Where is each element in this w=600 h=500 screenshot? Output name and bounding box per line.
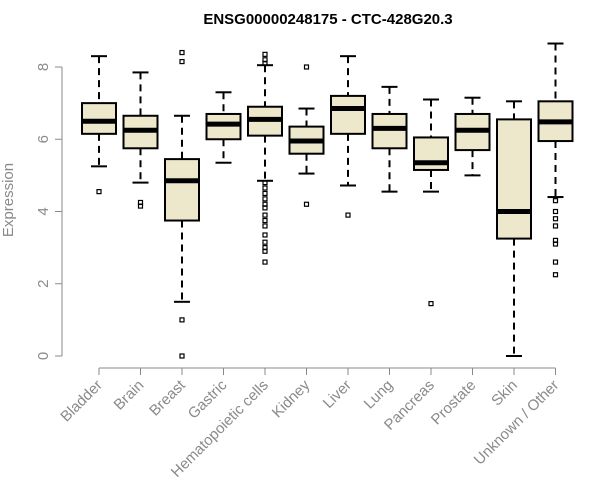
outlier-point [552, 216, 559, 222]
box-pancreas [413, 98, 449, 307]
outlier-point [262, 180, 268, 186]
outlier-point [262, 217, 268, 224]
iqr-box [81, 102, 117, 135]
x-tick-label: Brain [111, 377, 148, 414]
outlier-point [262, 196, 268, 202]
outlier-point [96, 189, 102, 195]
box-breast [164, 49, 200, 359]
box-brain [122, 71, 159, 209]
iqr-box [371, 112, 408, 150]
x-tick-label: Skin [488, 377, 521, 410]
outlier-point [303, 64, 310, 70]
outlier-point [428, 301, 434, 307]
outlier-point [262, 51, 268, 57]
iqr-box [496, 118, 532, 240]
iqr-box [164, 158, 200, 222]
iqr-box [205, 112, 242, 141]
outlier-point [179, 317, 185, 323]
outlier-point [262, 239, 268, 245]
outlier-point [179, 58, 185, 65]
outlier-point [552, 259, 559, 265]
outlier-point [179, 49, 185, 56]
outlier-point [262, 232, 268, 238]
x-tick-label: Kidney [269, 376, 314, 421]
iqr-box [330, 94, 366, 135]
x-tick-label: Breast [146, 376, 189, 419]
y-axis: 0 2 4 6 8 [35, 63, 63, 360]
box-hematopoietic-cells [247, 51, 283, 265]
outlier-point [262, 201, 268, 207]
y-tick-label: 8 [35, 63, 52, 71]
box-kidney [288, 64, 325, 207]
x-tick-label: Liver [320, 377, 355, 412]
box-skin [496, 100, 532, 357]
outlier-point [262, 57, 268, 63]
outlier-point [137, 199, 144, 206]
box-bladder [81, 55, 117, 195]
outlier-point [179, 353, 185, 359]
chart-title: ENSG00000248175 - CTC-428G20.3 [203, 11, 452, 28]
box-gastric [205, 91, 242, 164]
y-tick-label: 2 [35, 280, 52, 288]
outlier-point [262, 212, 268, 218]
box-prostate [454, 96, 491, 177]
box-liver [330, 55, 366, 218]
y-tick-label: 6 [35, 135, 52, 143]
box-lung [371, 85, 408, 193]
outlier-point [552, 208, 559, 215]
outlier-point [552, 223, 559, 229]
y-tick-label: 0 [35, 352, 52, 360]
outlier-point [262, 190, 268, 197]
outlier-point [552, 272, 559, 278]
outlier-point [303, 201, 310, 207]
outlier-point [262, 185, 268, 191]
y-tick-label: 4 [35, 207, 52, 215]
x-tick-label: Prostate [428, 377, 480, 429]
x-tick-label: Lung [361, 377, 397, 413]
outlier-point [552, 198, 559, 204]
x-tick-label: Bladder [57, 377, 106, 426]
outlier-point [262, 223, 268, 229]
outlier-point [552, 237, 559, 243]
y-axis-label: Expression [0, 163, 17, 237]
outlier-point [345, 212, 351, 218]
box-unknown-other [537, 42, 574, 278]
outlier-point [262, 259, 268, 265]
plot-area [81, 42, 574, 359]
outlier-point [262, 245, 268, 251]
